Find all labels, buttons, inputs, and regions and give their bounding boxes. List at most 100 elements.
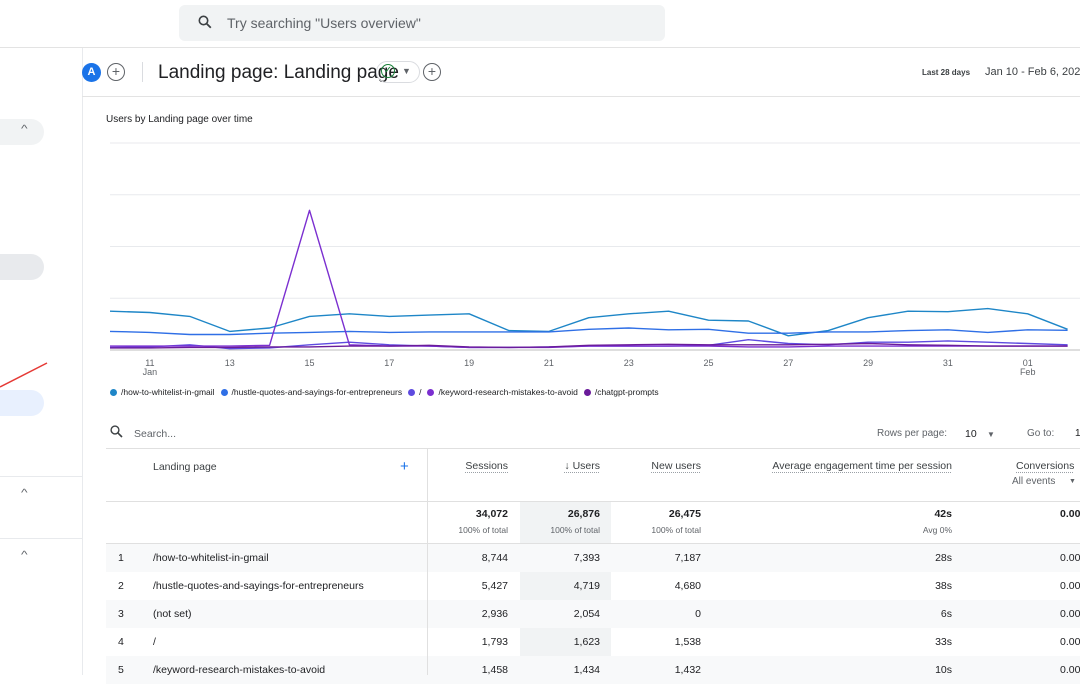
legend-item[interactable]: /how-to-whitelist-in-gmail xyxy=(110,387,215,397)
x-tick-label: 13 xyxy=(225,358,235,368)
add-button[interactable]: + xyxy=(423,63,441,81)
series-line[interactable] xyxy=(110,210,1068,347)
rows-per-page-select[interactable]: 10 xyxy=(965,428,977,440)
row-avg-engagement: 38s xyxy=(935,580,952,592)
red-annotation-line xyxy=(0,360,50,390)
table-divider xyxy=(106,448,1080,449)
sidebar-divider xyxy=(0,476,82,477)
legend-item[interactable]: /chatgpt-prompts xyxy=(584,387,659,397)
table-row[interactable]: 2 /hustle-quotes-and-sayings-for-entrepr… xyxy=(106,572,1080,600)
legend-item[interactable]: /keyword-research-mistakes-to-avoid xyxy=(427,387,577,397)
table-row[interactable]: 3 (not set) 2,936 2,054 0 6s 0.00 xyxy=(106,600,1080,628)
comparison-avatar[interactable]: A xyxy=(82,63,101,82)
sidebar-item[interactable] xyxy=(0,254,44,280)
total-avg-engagement: 42s xyxy=(934,508,952,520)
global-search-placeholder: Try searching "Users overview" xyxy=(227,15,421,31)
row-users: 1,623 xyxy=(574,636,600,648)
x-tick-label: 27 xyxy=(783,358,793,368)
column-header-avg-engagement[interactable]: Average engagement time per session xyxy=(772,460,952,472)
x-tick-label: 29 xyxy=(863,358,873,368)
legend-item[interactable]: /hustle-quotes-and-sayings-for-entrepren… xyxy=(221,387,403,397)
row-index: 2 xyxy=(118,580,124,592)
rows-per-page-label: Rows per page: xyxy=(877,428,947,439)
legend-dot xyxy=(427,389,434,396)
sidebar-item-selected[interactable] xyxy=(0,390,44,416)
row-index: 4 xyxy=(118,636,124,648)
row-sessions: 1,793 xyxy=(482,636,508,648)
row-landing-page[interactable]: /hustle-quotes-and-sayings-for-entrepren… xyxy=(153,580,364,592)
x-tick-sublabel: Feb xyxy=(1020,367,1036,377)
x-tick-label: 31 xyxy=(943,358,953,368)
goto-input[interactable]: 1 xyxy=(1075,428,1080,439)
row-conversions: 0.00 xyxy=(1060,608,1080,620)
conversions-event-select[interactable]: All events xyxy=(1012,476,1055,487)
row-landing-page[interactable]: / xyxy=(153,636,156,648)
table-row[interactable]: 4 / 1,793 1,623 1,538 33s 0.00 xyxy=(106,628,1080,656)
x-tick-label: 15 xyxy=(304,358,314,368)
date-range-label: Last 28 days xyxy=(922,68,970,77)
legend-label: /hustle-quotes-and-sayings-for-entrepren… xyxy=(232,387,403,397)
chevron-up-icon[interactable]: ^ xyxy=(21,488,28,499)
caret-down-icon[interactable]: ▼ xyxy=(987,430,995,439)
column-header-sessions[interactable]: Sessions xyxy=(465,460,508,472)
row-avg-engagement: 6s xyxy=(941,608,952,620)
column-header-new-users[interactable]: New users xyxy=(651,460,701,472)
column-header-conversions[interactable]: Conversions xyxy=(1016,460,1074,472)
row-landing-page[interactable]: (not set) xyxy=(153,608,192,620)
row-users: 4,719 xyxy=(574,580,600,592)
total-sessions-percent: 100% of total xyxy=(458,525,508,535)
add-comparison-button[interactable]: + xyxy=(107,63,125,81)
table-row[interactable]: 5 /keyword-research-mistakes-to-avoid 1,… xyxy=(106,656,1080,684)
row-avg-engagement: 10s xyxy=(935,664,952,676)
column-header-users[interactable]: ↓ Users xyxy=(564,460,600,472)
sidebar-divider xyxy=(0,538,82,539)
goto-label: Go to: xyxy=(1027,428,1054,439)
global-search-bar[interactable]: Try searching "Users overview" xyxy=(179,5,665,41)
series-line[interactable] xyxy=(110,309,1068,336)
legend-label: /how-to-whitelist-in-gmail xyxy=(121,387,215,397)
search-icon xyxy=(110,425,123,443)
row-landing-page[interactable]: /keyword-research-mistakes-to-avoid xyxy=(153,664,325,676)
row-sessions: 5,427 xyxy=(482,580,508,592)
legend-label: /chatgpt-prompts xyxy=(595,387,659,397)
x-tick-label: 17 xyxy=(384,358,394,368)
add-dimension-button[interactable]: + xyxy=(400,458,409,475)
table-divider xyxy=(106,501,1080,502)
chevron-up-icon[interactable]: ^ xyxy=(21,550,28,561)
row-avg-engagement: 28s xyxy=(935,552,952,564)
row-new-users: 1,538 xyxy=(675,636,701,648)
legend-dot xyxy=(584,389,591,396)
top-bar: Try searching "Users overview" xyxy=(0,0,1080,48)
legend-dot xyxy=(221,389,228,396)
legend-item[interactable]: / xyxy=(408,387,421,397)
table-search-input[interactable]: Search... xyxy=(134,428,176,440)
row-sessions: 1,458 xyxy=(482,664,508,676)
legend-dot xyxy=(110,389,117,396)
table-row[interactable]: 1 /how-to-whitelist-in-gmail 8,744 7,393… xyxy=(106,544,1080,572)
legend-label: / xyxy=(419,387,421,397)
row-new-users: 7,187 xyxy=(675,552,701,564)
row-conversions: 0.00 xyxy=(1060,552,1080,564)
chevron-up-icon[interactable]: ^ xyxy=(21,124,28,135)
report-status-dropdown[interactable]: ✓ ▼ xyxy=(376,61,420,83)
line-chart: 11Jan1315171921232527293101Feb03 xyxy=(100,136,1080,381)
x-tick-label: 25 xyxy=(703,358,713,368)
row-new-users: 1,432 xyxy=(675,664,701,676)
row-sessions: 8,744 xyxy=(482,552,508,564)
row-new-users: 4,680 xyxy=(675,580,701,592)
x-tick-label: 23 xyxy=(624,358,634,368)
total-users: 26,876 xyxy=(568,508,600,520)
column-header-landing-page[interactable]: Landing page xyxy=(153,461,217,473)
chart-legend: /how-to-whitelist-in-gmail/hustle-quotes… xyxy=(110,387,665,397)
date-range-picker[interactable]: Jan 10 - Feb 6, 2024 xyxy=(985,66,1080,78)
row-index: 5 xyxy=(118,664,124,676)
caret-down-icon: ▼ xyxy=(402,66,411,76)
row-landing-page[interactable]: /how-to-whitelist-in-gmail xyxy=(153,552,269,564)
caret-down-icon[interactable]: ▼ xyxy=(1069,478,1076,485)
row-users: 1,434 xyxy=(574,664,600,676)
legend-dot xyxy=(408,389,415,396)
data-table: Search... Rows per page: 10 ▼ Go to: 1 L… xyxy=(106,419,1080,675)
total-avg-engagement-sub: Avg 0% xyxy=(923,525,952,535)
x-tick-label: 21 xyxy=(544,358,554,368)
table-search-row: Search... Rows per page: 10 ▼ Go to: 1 xyxy=(106,419,1080,449)
